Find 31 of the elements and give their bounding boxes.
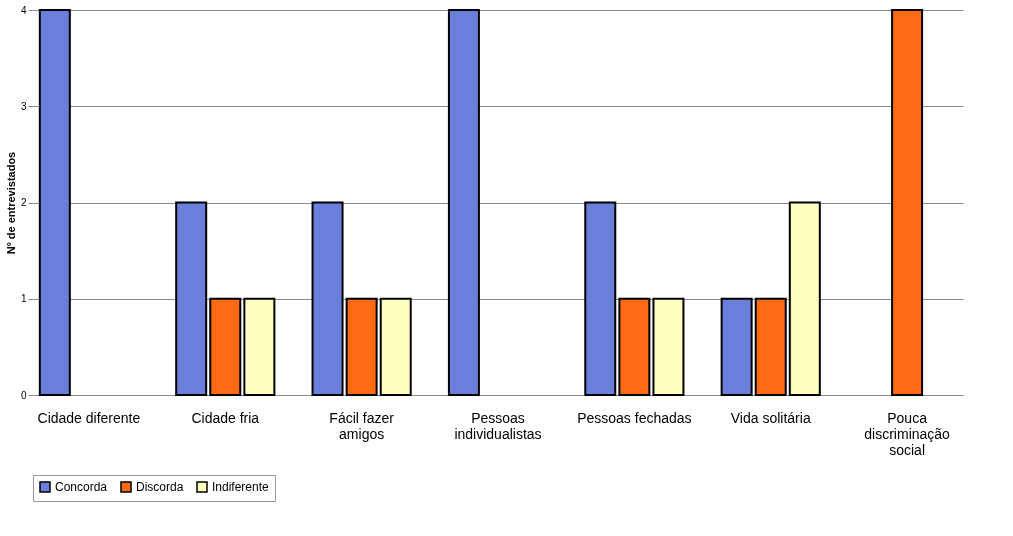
x-tick-label: Cidade diferente (37, 409, 141, 426)
x-tick-label: Vida solitária (730, 409, 811, 426)
x-tick-label: Pessoas individualistas (454, 409, 542, 442)
legend-label: Indiferente (212, 480, 270, 494)
bar (38, 9, 71, 396)
bar (891, 9, 924, 396)
legend-label: Discorda (136, 480, 184, 494)
bar (447, 9, 480, 396)
bar (720, 297, 753, 396)
y-axis-title: Nº de entrevistados (4, 151, 17, 255)
x-tick-label: Cidade fria (191, 409, 260, 426)
y-tick-label: 4 (20, 4, 27, 16)
bar (584, 201, 617, 396)
x-tick-label: Fácil fazer amigos (329, 409, 395, 442)
legend-label: Concorda (55, 480, 108, 494)
y-tick-label: 2 (20, 197, 27, 208)
bar (754, 297, 787, 396)
bar (243, 297, 276, 396)
bar (311, 201, 344, 396)
bar (379, 297, 412, 396)
bar (209, 297, 242, 396)
y-tick-label: 0 (20, 389, 27, 401)
bar (345, 297, 378, 396)
bar (652, 297, 685, 396)
bar (175, 201, 208, 396)
x-tick-label: Pessoas fechadas (577, 409, 692, 426)
y-tick-label: 1 (20, 293, 27, 305)
bar (618, 297, 651, 396)
y-tick-label: 3 (20, 100, 27, 112)
bar (788, 201, 821, 396)
x-tick-label: Pouca discriminação social (864, 409, 951, 458)
